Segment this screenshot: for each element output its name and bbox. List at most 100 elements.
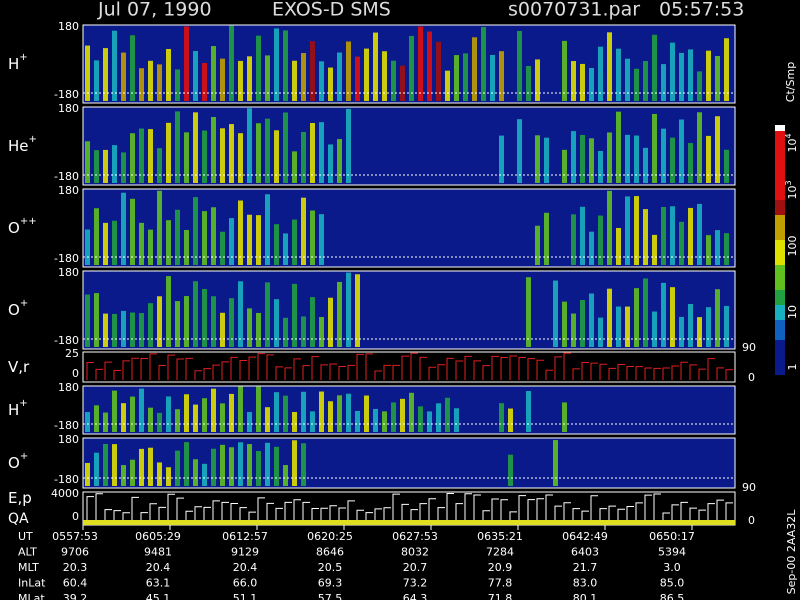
trace (671, 365, 679, 380)
trace (257, 353, 265, 380)
spectrogram-stripe (607, 132, 612, 183)
spectrogram-stripe (121, 152, 126, 183)
spectrogram-stripe (157, 190, 162, 265)
trace (392, 493, 400, 523)
spectrogram-stripe (337, 281, 342, 347)
trace (680, 361, 688, 380)
trace (581, 362, 589, 380)
table-row-label: UT (18, 530, 33, 543)
spectrogram-stripe (544, 137, 549, 183)
trace (212, 364, 220, 380)
spectrogram-stripe (670, 137, 675, 183)
spectrogram-stripe (220, 231, 225, 265)
panel-frame (82, 437, 736, 489)
trace (491, 355, 499, 380)
spectrogram-stripe (256, 451, 261, 486)
table-cell: 80.1 (573, 592, 598, 600)
table-cell: 0620:25 (307, 530, 353, 543)
spectrogram-stripe (436, 403, 441, 432)
spectrogram-stripe (553, 440, 558, 486)
panel-label-charge: + (29, 134, 37, 145)
table-cell: 3.0 (663, 561, 681, 574)
spectrogram-stripe (697, 112, 702, 183)
spectrogram-stripe (706, 135, 711, 183)
trace (635, 502, 643, 523)
table-cell: 9129 (231, 546, 259, 559)
spectrogram-stripe (697, 317, 702, 347)
trace (653, 493, 661, 523)
trace (131, 357, 139, 380)
y-bottom-label: -180 (54, 170, 79, 183)
spectrogram-stripe (607, 190, 612, 265)
spectrogram-stripe (616, 111, 621, 183)
trace (293, 499, 301, 523)
trace (149, 353, 157, 380)
spectrogram-stripe (598, 215, 603, 265)
y-top-label: 25 (65, 347, 79, 360)
spectrogram-stripe (247, 108, 252, 183)
spectrogram-stripe (301, 443, 306, 486)
table-cell: 20.9 (488, 561, 513, 574)
spectrogram-stripe (175, 301, 180, 347)
trace (707, 358, 715, 380)
spectrogram-stripe (337, 139, 342, 183)
panel-label: O+ (8, 298, 28, 319)
spectrogram-stripe (193, 459, 198, 486)
spectrogram-stripe (85, 229, 90, 265)
spectrogram-stripe (688, 207, 693, 265)
spectrogram-stripe (211, 296, 216, 347)
table-cell: 64.3 (403, 592, 428, 600)
spectrogram-stripe (688, 49, 693, 101)
trace (608, 505, 616, 523)
spectrogram-stripe (328, 401, 333, 432)
footer: Sep-00 2AA32L (785, 509, 798, 595)
spectrogram-stripe (94, 452, 99, 486)
table-row-label: MLat (18, 592, 45, 600)
trace (410, 352, 418, 380)
spectrogram-stripe (247, 56, 252, 101)
trace (113, 510, 121, 523)
trace (707, 503, 715, 523)
trace (356, 353, 364, 380)
spectrogram-stripe (364, 48, 369, 101)
trace (122, 360, 130, 380)
spectrogram-stripe (94, 60, 99, 101)
panel-label-text: H (8, 401, 19, 419)
table-cell: 51.1 (233, 592, 258, 600)
panel-label: He+ (8, 134, 37, 155)
panel-background (83, 438, 735, 488)
spectrogram-stripe (400, 398, 405, 432)
spectrogram-stripe (247, 444, 252, 486)
spectrogram-stripe (535, 225, 540, 265)
spectrogram-stripe (643, 209, 648, 265)
table-cell: 39.2 (63, 592, 88, 600)
trace (428, 498, 436, 523)
spectrogram-stripe (103, 313, 108, 347)
spectrogram-stripe (679, 316, 684, 347)
spectrogram-stripe (526, 391, 531, 432)
trace (680, 501, 688, 523)
spectrogram-stripe (679, 221, 684, 265)
spectrogram-stripe (121, 310, 126, 347)
spectrogram-stripe (256, 312, 261, 347)
spectrogram-stripe (211, 448, 216, 486)
table-cell: 0557:53 (52, 530, 98, 543)
spectrogram-stripe (535, 59, 540, 101)
spectrogram-stripe (121, 52, 126, 101)
spectrogram-stripe (391, 60, 396, 101)
panel-label-charge: + (20, 451, 28, 462)
spectrogram-stripe (706, 50, 711, 101)
trace (626, 506, 634, 523)
trace (446, 357, 454, 380)
spectrogram-stripe (121, 192, 126, 265)
table-cell: 7284 (486, 546, 514, 559)
spectrogram-stripe (661, 64, 666, 101)
spectrogram-stripe (139, 448, 144, 486)
spectrogram-stripe (697, 71, 702, 101)
spectrogram-stripe (499, 51, 504, 101)
spectrogram-stripe (103, 48, 108, 101)
trace (698, 368, 706, 380)
trace (212, 500, 220, 523)
table-cell: 20.5 (318, 561, 343, 574)
